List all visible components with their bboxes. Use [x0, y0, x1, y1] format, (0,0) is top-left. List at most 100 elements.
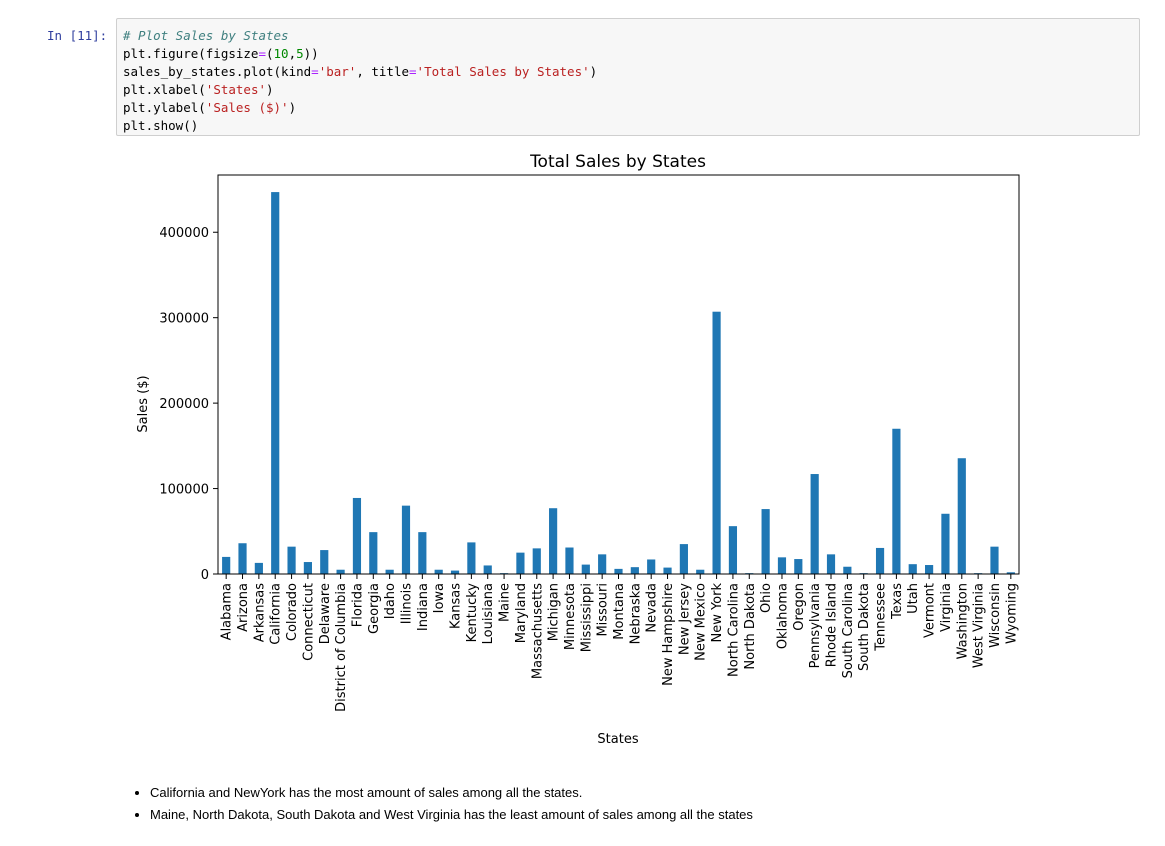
bar	[598, 554, 607, 574]
plot-frame	[217, 174, 1020, 575]
bar	[401, 505, 411, 574]
x-tick-label: Illinois	[399, 583, 414, 624]
chart-title: Total Sales by States	[529, 152, 706, 172]
code-line-6: plt.show()	[123, 118, 199, 133]
notes-list: California and NewYork has the most amou…	[130, 782, 753, 826]
bar	[810, 474, 819, 574]
bar	[385, 569, 394, 574]
x-tick-label: Michigan	[547, 583, 562, 641]
bar-chart: Total Sales by States Sales ($) States 0…	[136, 152, 1020, 747]
x-tick-label: Montana	[612, 583, 627, 640]
code-cell[interactable]: # Plot Sales by States plt.figure(figsiz…	[116, 18, 1140, 136]
x-tick-label: Oklahoma	[775, 583, 790, 649]
x-tick-label: Wyoming	[1004, 583, 1019, 644]
bar	[238, 543, 247, 574]
x-tick-label: Maryland	[514, 583, 529, 643]
x-tick-label: Louisiana	[481, 583, 496, 644]
bar	[728, 526, 738, 574]
bar	[794, 559, 803, 574]
bar	[434, 569, 443, 574]
bar	[843, 566, 852, 574]
y-tick-label: 100000	[159, 483, 209, 498]
x-tick-label: Arkansas	[252, 583, 267, 642]
x-tick-label: North Carolina	[726, 583, 741, 677]
bar	[271, 192, 280, 574]
x-tick-label: Tennessee	[874, 583, 889, 652]
x-tick-label: New York	[710, 583, 725, 643]
x-axis-label: States	[597, 732, 638, 747]
x-tick-label: District of Columbia	[334, 583, 349, 712]
y-tick-label: 0	[201, 568, 209, 583]
bars	[222, 192, 1015, 574]
bar	[925, 565, 934, 574]
x-tick-label: West Virginia	[972, 583, 987, 668]
bar	[222, 556, 231, 574]
bar	[565, 547, 574, 574]
cell-prompt: In [11]:	[47, 28, 108, 43]
bar	[957, 458, 966, 574]
bar	[761, 509, 770, 574]
code-line-3: sales_by_states.plot(kind='bar', title='…	[123, 64, 598, 79]
x-tick-label: Kentucky	[465, 583, 480, 643]
x-tick-label: Alabama	[220, 583, 235, 640]
x-tick-label: Arizona	[236, 583, 251, 632]
x-tick-label: South Dakota	[857, 583, 872, 671]
x-tick-label: Missouri	[596, 583, 611, 637]
x-tick-label: Kansas	[449, 583, 464, 629]
note-item: Maine, North Dakota, South Dakota and We…	[150, 804, 753, 826]
note-item: California and NewYork has the most amou…	[150, 782, 753, 804]
x-tick-label: Ohio	[759, 583, 774, 613]
bar	[826, 554, 836, 574]
bar	[1006, 572, 1015, 574]
bar	[336, 569, 345, 574]
bar	[679, 544, 688, 574]
bar	[712, 311, 721, 574]
bar	[892, 428, 901, 574]
bar	[663, 567, 672, 574]
x-tick-label: Iowa	[432, 583, 447, 613]
x-tick-label: Mississippi	[579, 583, 594, 652]
x-tick-label: Vermont	[923, 583, 938, 638]
x-tick-label: Delaware	[318, 583, 333, 644]
bar	[287, 546, 296, 574]
bar	[696, 569, 705, 574]
x-tick-label: Maine	[498, 583, 513, 622]
x-tick-label: Massachusetts	[530, 583, 545, 679]
x-tick-label: New Jersey	[677, 583, 692, 655]
x-tick-label: New Mexico	[694, 583, 709, 661]
x-tick-label: South Carolina	[841, 583, 856, 678]
bar	[369, 532, 378, 574]
bar	[418, 532, 427, 574]
bar	[549, 508, 558, 574]
x-tick-label: Nevada	[645, 583, 660, 633]
x-tick-label: Georgia	[367, 583, 382, 634]
x-tick-label: North Dakota	[743, 583, 758, 670]
y-tick-label: 300000	[159, 312, 209, 327]
bar	[516, 552, 525, 574]
code-line-4: plt.xlabel('States')	[123, 82, 274, 97]
y-tick-label: 200000	[159, 397, 209, 412]
bar	[450, 570, 460, 574]
bar	[352, 497, 362, 574]
bar	[581, 564, 590, 574]
x-tick-label: Wisconsin	[988, 583, 1003, 648]
bar	[941, 513, 950, 574]
y-tick-label: 400000	[159, 226, 209, 241]
x-ticks: Alabama Arizona Arkansas California Colorado…	[220, 574, 1019, 712]
x-tick-label: Texas	[890, 583, 905, 620]
x-tick-label: Colorado	[285, 583, 300, 641]
bar	[990, 546, 999, 574]
cell-output: Total Sales by States Sales ($) States 0…	[116, 140, 1046, 760]
x-tick-label: Idaho	[383, 583, 398, 619]
bar	[630, 567, 639, 574]
bar	[483, 565, 492, 574]
x-tick-label: Oregon	[792, 583, 807, 631]
x-tick-label: Washington	[955, 583, 970, 659]
code-line-5: plt.ylabel('Sales ($)')	[123, 100, 297, 115]
bar	[908, 564, 917, 574]
x-tick-label: Utah	[906, 583, 921, 614]
bar	[614, 568, 623, 574]
x-tick-label: California	[269, 583, 284, 645]
x-tick-label: Connecticut	[301, 583, 316, 661]
x-tick-label: Florida	[350, 583, 365, 627]
